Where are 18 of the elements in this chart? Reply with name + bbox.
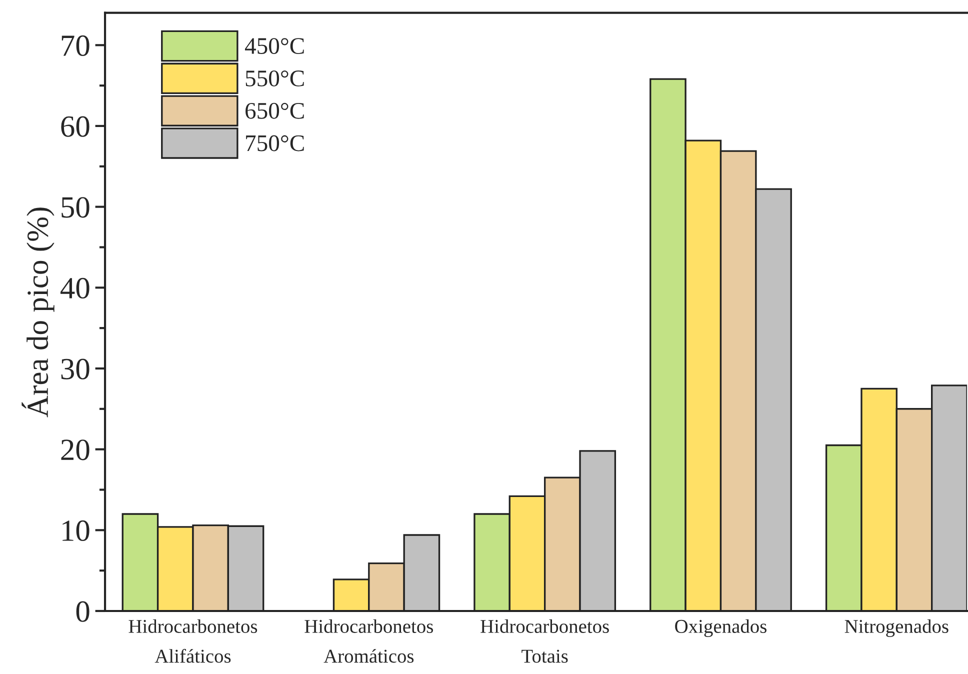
x-tick-label: Nitrogenados xyxy=(844,619,948,638)
y-tick-label: 60 xyxy=(61,116,90,137)
y-tick-label: 20 xyxy=(61,440,90,460)
y-tick-label: 30 xyxy=(61,358,90,380)
legend-label: 650°C xyxy=(246,102,304,119)
legend-label: 450°C xyxy=(244,38,304,54)
legend-label: 550°C xyxy=(246,70,304,86)
y-tick-label: 0 xyxy=(76,601,90,622)
x-tick-label: Hidrocarbonetos Aromáticos xyxy=(304,619,433,663)
legend-label: 750°C xyxy=(246,135,304,152)
x-tick-label: Hidrocarbonetos Totais xyxy=(480,619,609,663)
y-tick-label: 10 xyxy=(62,520,90,542)
x-tick-label: Oxigenados xyxy=(675,619,766,638)
x-tick-label: Hidrocarbonetos Alifáticos xyxy=(128,619,258,663)
y-tick-label: 50 xyxy=(62,197,90,218)
y-tick-label: 40 xyxy=(60,278,90,299)
y-tick-label: 70 xyxy=(62,35,90,56)
y-axis-title: Área do pico (%) xyxy=(22,208,54,418)
